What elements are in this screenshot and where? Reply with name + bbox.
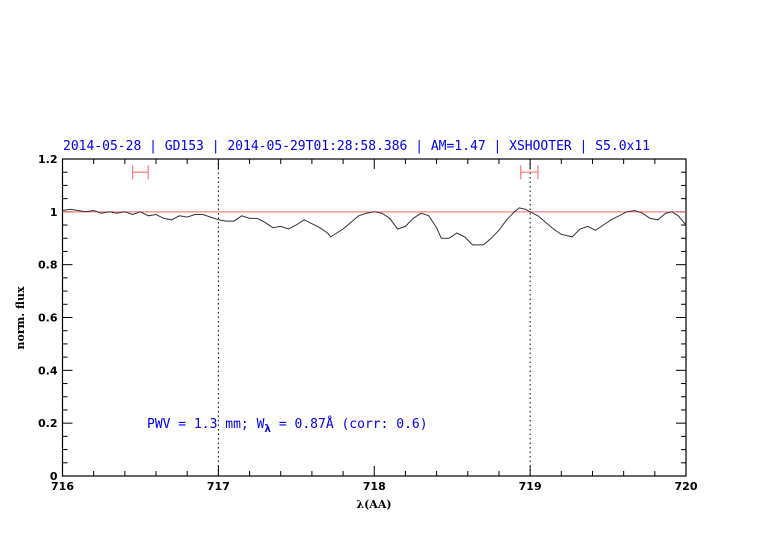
y-tick-label: 0.8 <box>38 259 58 272</box>
y-tick-label: 0.2 <box>38 417 58 430</box>
annotation-subscript: λ <box>264 422 271 435</box>
x-tick-label: 719 <box>519 480 542 493</box>
x-tick-label: 720 <box>675 480 698 493</box>
y-axis-label: norm. flux <box>14 286 27 349</box>
annotation-prefix: PWV = 1.3 mm; W <box>147 417 265 432</box>
x-tick-label: 716 <box>51 480 74 493</box>
y-tick-label: 0.4 <box>38 364 58 377</box>
chart-title: 2014-05-28 | GD153 | 2014-05-29T01:28:58… <box>63 139 650 154</box>
spectrum-line <box>62 207 687 246</box>
x-axis-label: λ(AA) <box>356 498 391 511</box>
y-tick-label: 1.2 <box>38 153 58 166</box>
y-tick-label: 0.6 <box>38 312 58 325</box>
annotation-suffix: = 0.87Å (corr: 0.6) <box>271 416 428 432</box>
axes: 716 717 718 719 720 0 0.2 0.4 0.6 0.8 1 1.2 <box>38 153 698 493</box>
plot-area <box>62 159 687 476</box>
pwv-annotation: PWV = 1.3 mm; Wλ = 0.87Å (corr: 0.6) <box>147 416 428 435</box>
x-tick-label: 718 <box>363 480 386 493</box>
interval-marker <box>132 165 149 180</box>
x-tick-label: 717 <box>207 480 230 493</box>
y-tick-label: 1 <box>50 206 58 219</box>
interval-marker <box>520 165 539 180</box>
y-tick-label: 0 <box>50 470 58 483</box>
